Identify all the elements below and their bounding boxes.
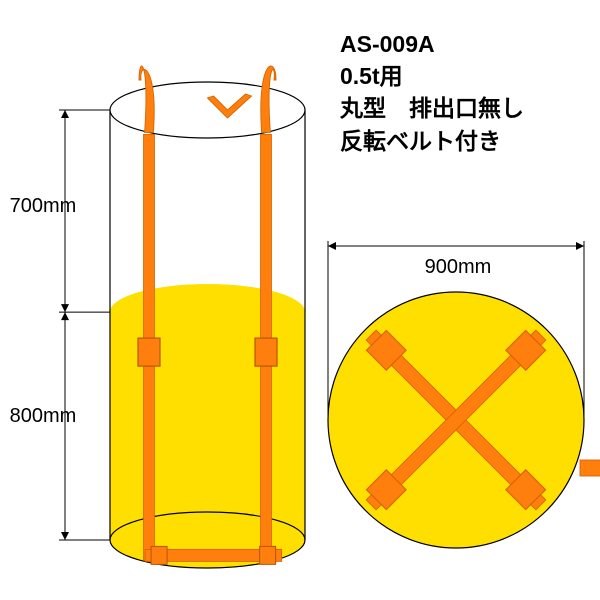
dim-lower-height: 800mm — [8, 405, 78, 428]
dim-upper-height: 700mm — [8, 195, 78, 218]
dim-diameter: 900mm — [398, 256, 518, 279]
bottom-view-svg — [0, 0, 600, 600]
diagram-page: AS-009A 0.5t用 丸型 排出口無し 反転ベルト付き 700mm 800… — [0, 0, 600, 600]
